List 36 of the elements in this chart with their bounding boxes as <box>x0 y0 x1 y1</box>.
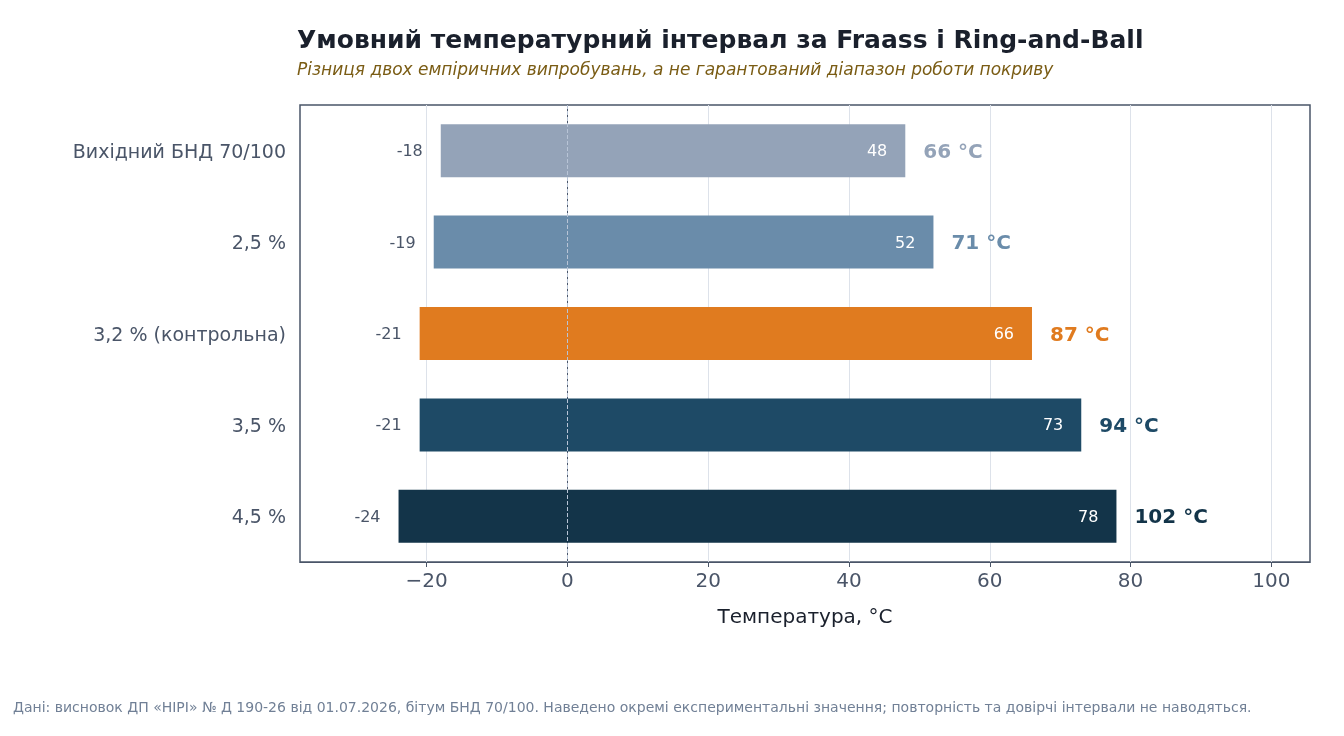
annotation: -21 <box>375 324 402 343</box>
bar <box>398 489 1117 543</box>
y-tick-label: 4,5 % <box>231 505 286 528</box>
annotation: 48 <box>866 141 888 161</box>
chart-title: Умовний температурний інтервал за Fraass і Ring-and-Ball <box>297 25 1144 54</box>
x-tick-label: 0 <box>561 568 574 592</box>
x-axis-title: Температура, °C <box>716 604 893 628</box>
bar <box>419 306 1032 361</box>
y-tick-label: 3,2 % (контрольна) <box>93 322 286 345</box>
annotation: 52 <box>895 232 916 252</box>
annotation: 73 <box>1042 415 1064 435</box>
x-tick-label: −20 <box>405 568 448 592</box>
data-label: 94 °C <box>1099 412 1159 437</box>
y-tick-label: Вихідний БНД 70/100 <box>72 139 286 162</box>
x-tick-label: 40 <box>836 568 862 592</box>
annotation: -18 <box>396 141 423 161</box>
annotation: 66 <box>993 324 1014 343</box>
bar <box>419 398 1082 452</box>
y-tick-label: 3,5 % <box>231 413 286 436</box>
annotation: -21 <box>375 415 402 435</box>
data-label: 71 °C <box>951 230 1011 255</box>
data-label: 102 °C <box>1134 504 1208 529</box>
data-label: 87 °C <box>1049 321 1110 346</box>
data-label: 66 °C <box>923 138 983 163</box>
annotation: -19 <box>389 232 416 252</box>
x-tick-label: 100 <box>1252 568 1291 592</box>
text: Дані: висновок ДП «НІРІ» № Д 190-26 від 01.07.2026, бітум БНД 70/100. Наведено окремі експериментальні значення; повторність та довірчі інтервали не наводяться. <box>12 698 1253 716</box>
annotation: 78 <box>1078 506 1099 526</box>
bar <box>433 215 934 269</box>
x-tick-label: 60 <box>977 568 1003 592</box>
bar <box>440 124 906 178</box>
annotation: -24 <box>354 506 381 526</box>
x-tick-label: 20 <box>695 568 721 592</box>
x-tick-label: 80 <box>1117 568 1144 592</box>
y-tick-label: 2,5 % <box>231 231 286 254</box>
chart-subtitle: Різниця двох емпіричних випробувань, а не гарантований діапазон роботи покриву <box>297 58 1055 79</box>
